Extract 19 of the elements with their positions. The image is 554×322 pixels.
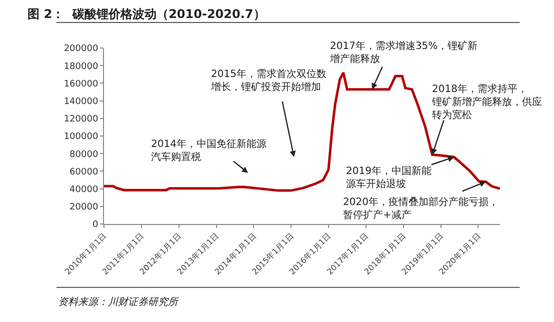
- annotation: 2019年，中国新能源车开始退坡: [346, 165, 432, 190]
- y-tick-label: 60000: [70, 167, 98, 178]
- annotation: 2018年，需求持平，锂矿新增产能释放，供应转为宽松: [431, 83, 542, 121]
- y-tick-label: 120000: [64, 114, 98, 125]
- y-tick-label: 180000: [64, 62, 98, 72]
- y-tick-label: 20000: [70, 202, 98, 213]
- text: 资料来源：川财证券研究所: [58, 296, 180, 308]
- y-tick-label: 160000: [64, 79, 98, 90]
- annotation: 2015年，需求首次双位数增长，锂矿投资开始增加: [210, 68, 326, 93]
- y-tick-label: 200000: [64, 44, 98, 54]
- y-tick-label: 100000: [64, 132, 98, 142]
- y-tick-label: 0: [92, 220, 98, 230]
- annotation: 2017年，需求增速35%，锂矿新增产能释放: [329, 40, 478, 65]
- annotation: 2020年，疫情叠加部分产能亏损，暂停扩产+减产: [343, 196, 498, 221]
- y-tick-label: 80000: [70, 150, 98, 160]
- y-tick-label: 140000: [64, 96, 98, 107]
- y-tick-label: 40000: [70, 184, 98, 195]
- annotation: 2014年，中国免征新能源汽车购置税: [151, 138, 266, 163]
- chart-title: 图 2： 碳酸锂价格波动（2010-2020.7）: [28, 7, 266, 22]
